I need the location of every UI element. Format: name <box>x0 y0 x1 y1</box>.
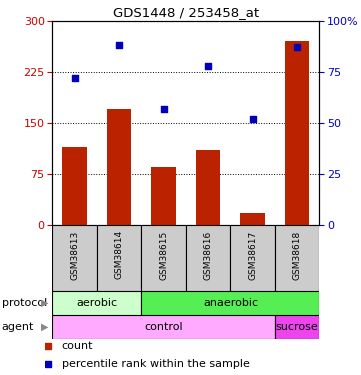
Bar <box>230 225 275 291</box>
Bar <box>240 213 265 225</box>
Text: control: control <box>144 322 183 332</box>
Bar <box>52 291 142 315</box>
Text: GSM38618: GSM38618 <box>293 230 302 279</box>
Text: percentile rank within the sample: percentile rank within the sample <box>62 359 249 369</box>
Bar <box>52 225 97 291</box>
Point <box>45 344 51 350</box>
Bar <box>275 225 319 291</box>
Title: GDS1448 / 253458_at: GDS1448 / 253458_at <box>113 6 259 20</box>
Bar <box>186 225 230 291</box>
Bar <box>151 167 176 225</box>
Point <box>250 116 256 122</box>
Text: count: count <box>62 341 93 351</box>
Text: agent: agent <box>2 322 34 332</box>
Point <box>72 75 78 81</box>
Bar <box>62 147 87 225</box>
Text: GSM38617: GSM38617 <box>248 230 257 279</box>
Text: GSM38614: GSM38614 <box>115 230 123 279</box>
Bar <box>142 225 186 291</box>
Bar <box>142 291 319 315</box>
Bar <box>52 315 275 339</box>
Point <box>116 42 122 48</box>
Text: ▶: ▶ <box>42 322 49 332</box>
Text: sucrose: sucrose <box>276 322 319 332</box>
Bar <box>285 41 309 225</box>
Point <box>161 105 166 111</box>
Bar <box>97 225 142 291</box>
Point <box>45 361 51 367</box>
Text: protocol: protocol <box>2 298 47 308</box>
Text: aerobic: aerobic <box>76 298 117 308</box>
Text: anaerobic: anaerobic <box>203 298 258 308</box>
Point <box>294 44 300 50</box>
Text: GSM38613: GSM38613 <box>70 230 79 279</box>
Bar <box>196 150 221 225</box>
Bar <box>275 315 319 339</box>
Bar <box>107 109 131 225</box>
Text: GSM38616: GSM38616 <box>204 230 213 279</box>
Text: GSM38615: GSM38615 <box>159 230 168 279</box>
Text: ▶: ▶ <box>42 298 49 308</box>
Point <box>205 63 211 69</box>
